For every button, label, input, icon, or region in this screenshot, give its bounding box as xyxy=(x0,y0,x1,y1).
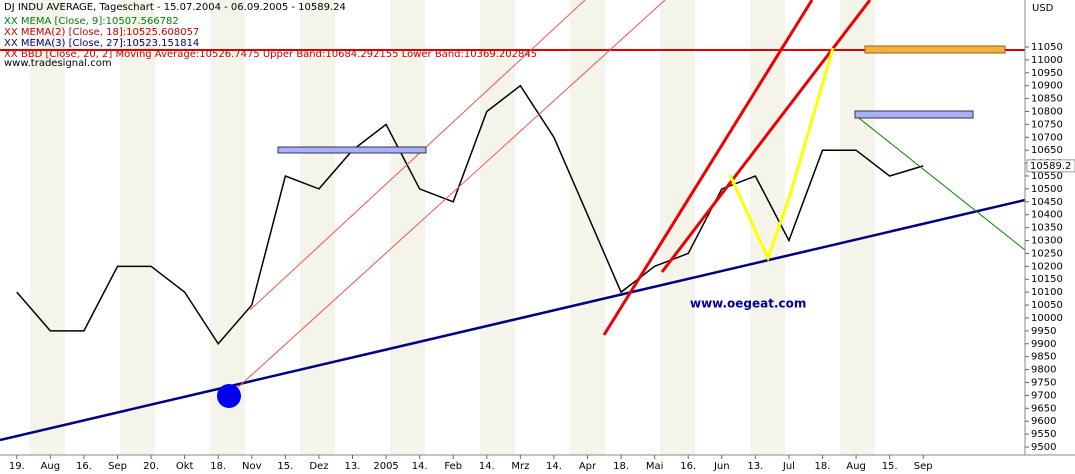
y-tick-label: 10050 xyxy=(1031,300,1063,311)
x-tick-label: Mai xyxy=(646,461,664,472)
drawings xyxy=(0,0,1026,442)
legend-entry: XX MEMA(3) [Close, 27]:10523.151814 xyxy=(4,38,199,49)
x-tick-label: Aug xyxy=(846,461,866,472)
x-tick-label: Jun xyxy=(713,461,730,472)
y-tick-label: 10150 xyxy=(1031,274,1063,285)
x-tick-label: 18. xyxy=(815,461,831,472)
x-tick-label: 18. xyxy=(210,461,226,472)
shading xyxy=(30,0,875,455)
x-tick-label: Apr xyxy=(579,461,597,472)
y-tick-label: 9850 xyxy=(1031,352,1056,363)
x-tick-label: Feb xyxy=(444,461,462,472)
x-tick-label: 18. xyxy=(613,461,629,472)
y-tick-label: 11050 xyxy=(1031,42,1063,53)
x-tick-label: 16. xyxy=(76,461,92,472)
y-tick-label: 9600 xyxy=(1031,416,1056,427)
x-tick-label: 20. xyxy=(143,461,159,472)
y-tick-label: 10450 xyxy=(1031,197,1063,208)
y-tick-label: 10100 xyxy=(1031,287,1063,298)
y-tick-label: 10300 xyxy=(1031,236,1063,247)
y-tick-label: 10750 xyxy=(1031,119,1063,130)
x-tick-label: Aug xyxy=(41,461,61,472)
last-price-label: 10589.2 xyxy=(1030,161,1071,172)
axis-panel xyxy=(1025,0,1075,474)
x-tick-label: 2005 xyxy=(373,461,398,472)
y-tick-label: 10250 xyxy=(1031,248,1063,259)
y-tick-label: 10950 xyxy=(1031,68,1063,79)
x-tick-label: Jul xyxy=(782,461,795,472)
y-tick-label: 9700 xyxy=(1031,390,1056,401)
x-tick-label: Sep xyxy=(108,461,127,472)
x-tick-label: 14. xyxy=(479,461,495,472)
x-tick-label: 16. xyxy=(680,461,696,472)
x-tick-label: 19. xyxy=(9,461,25,472)
y-tick-label: 9750 xyxy=(1031,377,1056,388)
legend-entry: XX BBD [Close, 20, 2] Moving Average:105… xyxy=(4,49,537,60)
unit-label: USD xyxy=(1032,3,1054,14)
x-tick-label: Mrz xyxy=(511,461,529,472)
y-tick-label: 10200 xyxy=(1031,261,1063,272)
x-tick-label: 15. xyxy=(882,461,898,472)
legend-entry: XX MEMA [Close, 9]:10507.566782 xyxy=(4,16,179,27)
y-tick-label: 9950 xyxy=(1031,326,1056,337)
y-tick-label: 10350 xyxy=(1031,223,1063,234)
y-tick-label: 10400 xyxy=(1031,210,1063,221)
legend-entry: XX MEMA(2) [Close, 18]:10525.608057 xyxy=(4,27,199,38)
x-tick-label: 14. xyxy=(546,461,562,472)
x-tick-label: Nov xyxy=(242,461,262,472)
x-tick-label: 13. xyxy=(345,461,361,472)
x-tick-label: 14. xyxy=(412,461,428,472)
y-tick-label: 10900 xyxy=(1031,81,1063,92)
y-tick-label: 9900 xyxy=(1031,339,1056,350)
y-tick-label: 10650 xyxy=(1031,145,1063,156)
chart-title: DJ INDU AVERAGE, Tageschart - 15.07.2004… xyxy=(4,2,346,13)
y-tick-label: 10850 xyxy=(1031,94,1063,105)
y-tick-label: 10500 xyxy=(1031,184,1063,195)
plot-area xyxy=(16,84,924,346)
y-tick-label: 9650 xyxy=(1031,403,1056,414)
x-tick-label: 15. xyxy=(277,461,293,472)
source: www.tradesignal.com xyxy=(4,58,112,69)
y-tick-label: 9800 xyxy=(1031,365,1056,376)
x-tick-label: Okt xyxy=(176,461,194,472)
y-tick-label: 11000 xyxy=(1031,55,1063,66)
price-line xyxy=(16,84,924,346)
y-tick-label: 10000 xyxy=(1031,313,1063,324)
y-tick-label: 9550 xyxy=(1031,429,1056,440)
last-price-box xyxy=(1026,159,1075,173)
watermark: www.oegeat.com xyxy=(690,297,806,311)
y-tick-label: 10800 xyxy=(1031,106,1063,117)
x-tick-label: Sep xyxy=(914,461,933,472)
y-tick-label: 10550 xyxy=(1031,171,1063,182)
y-tick-label: 9500 xyxy=(1031,442,1056,453)
x-tick-label: Dez xyxy=(309,461,328,472)
y-tick-label: 10700 xyxy=(1031,132,1063,143)
x-tick-label: 13. xyxy=(747,461,763,472)
